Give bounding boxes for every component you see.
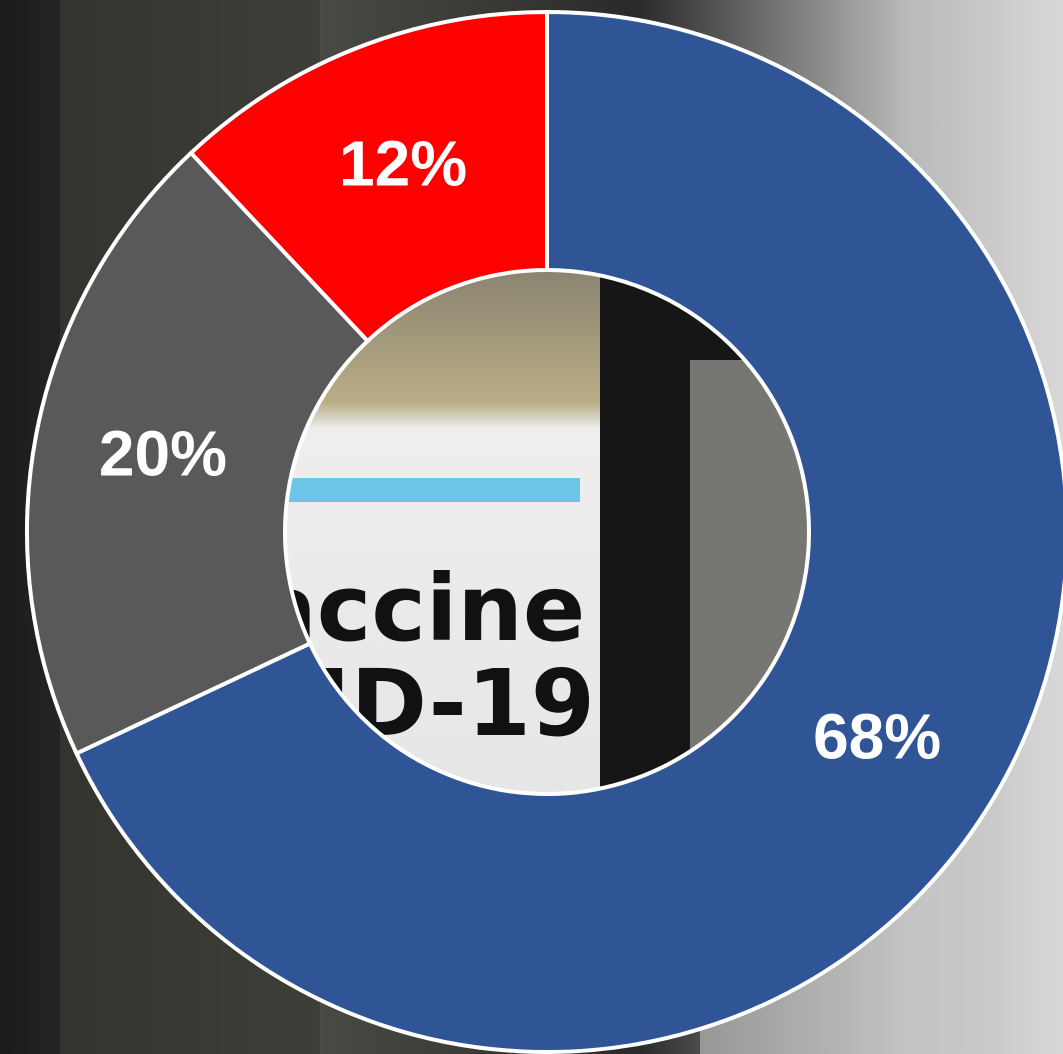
page: accine VID-19 68%20%12% (() => { const d… [0, 0, 1063, 1054]
value-label: 68% [813, 700, 941, 772]
value-label: 12% [339, 127, 467, 199]
chart: accine VID-19 68%20%12% [0, 0, 1063, 1054]
photo-stripe [270, 478, 580, 502]
value-label: 20% [99, 418, 227, 490]
